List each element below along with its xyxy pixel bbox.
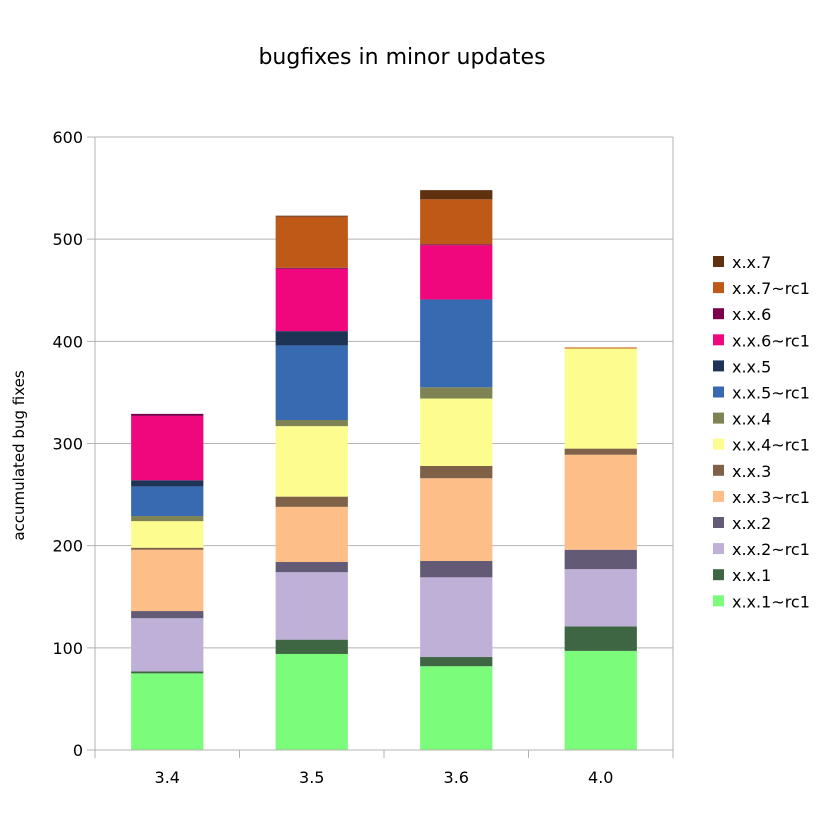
bar-segment <box>420 478 493 561</box>
bar-segment <box>275 653 348 750</box>
bar-segment <box>275 572 348 640</box>
bar-segment <box>420 560 493 578</box>
x-tick-label: 4.0 <box>588 768 613 787</box>
legend-swatch <box>713 595 724 607</box>
bar-segment <box>131 549 204 612</box>
bar-segment <box>420 299 493 388</box>
bar-segment <box>564 448 637 455</box>
x-tick-label: 3.5 <box>299 768 324 787</box>
bar-segment <box>564 347 637 349</box>
legend-swatch <box>713 256 724 267</box>
legend-swatch <box>713 490 724 502</box>
bar-segment <box>275 639 348 654</box>
x-tick-label: 3.4 <box>155 768 180 787</box>
bar-segment <box>275 506 348 563</box>
bar-segment <box>420 666 493 750</box>
legend-swatch <box>713 334 724 346</box>
bar-segment <box>275 216 348 268</box>
y-tick-label: 100 <box>52 639 83 658</box>
bar-segment <box>131 547 204 550</box>
y-tick-label: 400 <box>52 332 83 351</box>
bar-segment <box>131 486 204 517</box>
bar-segment <box>131 611 204 619</box>
legend-swatch <box>713 464 724 476</box>
legend-label: x.x.2 <box>732 514 771 533</box>
bar-segment <box>420 245 493 300</box>
legend-swatch <box>713 438 724 450</box>
legend-swatch <box>713 282 724 294</box>
bar-segment <box>275 562 348 573</box>
legend-label: x.x.1 <box>732 566 771 585</box>
bar-segment <box>564 348 637 449</box>
bar-segment <box>131 516 204 522</box>
bar-segment <box>564 549 637 570</box>
bar-segment <box>131 618 204 672</box>
bar-segment <box>131 480 204 487</box>
chart-title: bugfixes in minor updates <box>258 45 545 70</box>
bar-segment <box>275 268 348 332</box>
legend-swatch <box>713 517 724 528</box>
legend: x.x.7 x.x.7~rc1 x.x.6 x.x.6~rc1 x.x.5 x.x.5~r… <box>713 253 810 611</box>
y-tick-label: 600 <box>52 128 83 147</box>
bar-segment <box>131 415 204 481</box>
axes: 0 100 200 300 400 500 600 3.4 3.5 3.6 4.0 <box>52 128 674 787</box>
bar-segment <box>275 426 348 497</box>
y-axis-label: accumulated bug fixes <box>10 370 28 540</box>
y-tick-label: 0 <box>73 741 83 760</box>
legend-swatch <box>713 308 724 320</box>
legend-label: x.x.3 <box>732 462 771 481</box>
bar-segment <box>420 398 493 466</box>
legend-label: x.x.5 <box>732 357 771 376</box>
legend-label: x.x.6~rc1 <box>732 331 810 350</box>
bar-segment <box>275 420 348 427</box>
bar-segment <box>564 626 637 651</box>
y-tick-label: 200 <box>52 537 83 556</box>
legend-label: x.x.6 <box>732 305 771 324</box>
legend-swatch <box>713 360 724 372</box>
legend-swatch <box>713 412 724 424</box>
legend-label: x.x.5~rc1 <box>732 384 810 403</box>
bar-segment <box>420 244 493 246</box>
bar-segment <box>420 577 493 658</box>
y-tick-label: 300 <box>52 435 83 454</box>
bar-segment <box>275 215 348 217</box>
legend-label: x.x.3~rc1 <box>732 488 810 507</box>
y-tick-label: 500 <box>52 230 83 249</box>
bar-segment <box>275 496 348 507</box>
legend-label: x.x.7~rc1 <box>732 279 810 298</box>
bars <box>131 190 637 750</box>
bar-segment <box>564 454 637 550</box>
bar-segment <box>420 190 493 200</box>
legend-swatch <box>713 386 724 398</box>
x-tick-label: 3.6 <box>444 768 469 787</box>
legend-label: x.x.2~rc1 <box>732 540 810 559</box>
bar-segment <box>564 650 637 750</box>
legend-swatch <box>713 569 724 581</box>
bar-segment <box>275 331 348 346</box>
bar-segment <box>131 413 204 416</box>
bar-segment <box>420 657 493 667</box>
bar-segment <box>420 387 493 399</box>
bar-segment <box>420 465 493 479</box>
bar-segment <box>275 345 348 421</box>
legend-label: x.x.7 <box>732 253 771 272</box>
bar-segment <box>275 267 348 269</box>
legend-label: x.x.4~rc1 <box>732 436 810 455</box>
bar-segment <box>564 569 637 627</box>
bar-segment <box>131 673 204 750</box>
bar-segment <box>420 199 493 245</box>
legend-swatch <box>713 543 724 555</box>
legend-label: x.x.1~rc1 <box>732 592 810 611</box>
bar-segment <box>131 521 204 548</box>
bar-segment <box>131 671 204 674</box>
legend-label: x.x.4 <box>732 410 771 429</box>
